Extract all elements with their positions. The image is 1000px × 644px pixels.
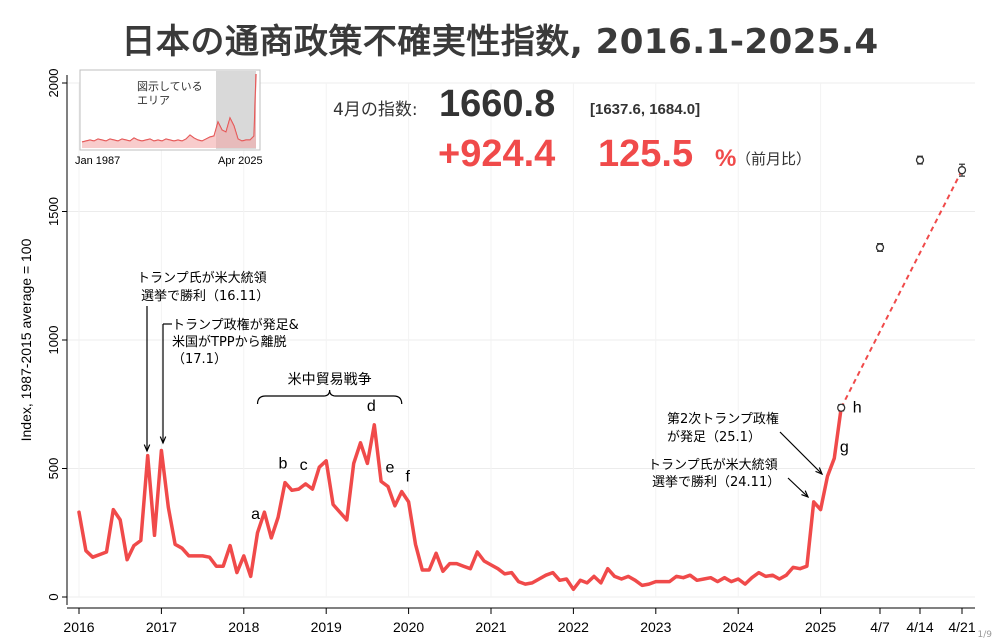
weekly-marker-4-14 (915, 155, 925, 165)
x-week-tick-label: 4/21 (948, 619, 975, 635)
y-tick-label: 2000 (46, 69, 61, 98)
h-point-marker (837, 403, 846, 412)
headline-ci: [1637.6, 1684.0] (590, 101, 700, 118)
x-tick-label: 2025 (805, 619, 836, 635)
event-letter-f: f (406, 469, 411, 486)
event-letter-e: e (386, 459, 395, 476)
inset-series-area (82, 74, 256, 148)
arrow-trump2-admin-shaft (779, 431, 823, 475)
event-letter-g: g (840, 439, 849, 456)
arrow-trump-win-2024-shaft (787, 477, 809, 498)
grid-lines (67, 82, 975, 598)
x-tick-label: 2017 (146, 619, 177, 635)
chart-title: 日本の通商政策不確実性指数, 2016.1-2025.4 (121, 22, 879, 62)
x-week-tick-label: 4/7 (870, 619, 890, 635)
inset-start-label: Jan 1987 (75, 155, 120, 167)
trade-war-label: 米中貿易戦争 (288, 372, 372, 388)
weekly-marker-4-21 (957, 163, 967, 177)
inset-end-label: Apr 2025 (218, 155, 263, 167)
event-letter-c: c (300, 457, 308, 474)
x-tick-label: 2021 (475, 619, 506, 635)
headline-pct-sign: % (715, 145, 736, 172)
axes: 0 500 1000 1500 2000 Index, 1987-2015 average… (18, 69, 976, 635)
y-axis-label: Index, 1987-2015 average = 100 (18, 238, 34, 441)
x-tick-label: 2018 (228, 619, 259, 635)
event-letter-b: b (279, 456, 288, 473)
annot-trump2-admin-line1: 第2次トランプ政権 (667, 411, 779, 427)
weekly-marker-4-7 (875, 243, 885, 252)
y-tick-label: 500 (46, 458, 61, 480)
arrow-trump-admin-2017-head (159, 436, 167, 445)
x-tick-label: 2024 (723, 619, 754, 635)
y-tick-label: 1500 (46, 197, 61, 226)
arrow-trump-win-2016-head (143, 444, 151, 453)
event-letter-d: d (367, 398, 376, 415)
headline-block: 4月の指数: 1660.8 [1637.6, 1684.0] +924.4 12… (333, 83, 811, 175)
weekly-point (957, 166, 967, 175)
annot-trump-win-2016-line2: 選挙で勝利（16.11） (141, 289, 269, 304)
inset-area-label-line1: 図示している (137, 80, 203, 93)
annotation-layer: ab cdefgh米中貿易戦争トランプ氏が米大統領選挙で勝利（16.11）トランプ… (137, 270, 862, 523)
annot-trump-admin-2017-line3: （17.1） (172, 352, 227, 367)
annot-trump-win-2016-line1: トランプ氏が米大統領 (137, 270, 267, 286)
weekly-point (875, 243, 885, 252)
weekly-point (837, 403, 846, 412)
arrow-trump2-admin-head (815, 467, 824, 476)
headline-pct: 125.5 (598, 133, 693, 175)
weekly-point (915, 155, 925, 165)
x-tick-label: 2020 (393, 619, 424, 635)
headline-label: 4月の指数: (333, 100, 418, 120)
headline-value: 1660.8 (439, 83, 555, 125)
event-letter-h: h (853, 400, 862, 417)
monthly-index-line (77, 405, 843, 592)
event-letter-a: a (251, 506, 260, 523)
y-tick-label: 0 (46, 593, 61, 600)
annot-trump-win-2024-line1: トランプ氏が米大統領 (648, 457, 778, 473)
x-tick-label: 2022 (558, 619, 589, 635)
x-tick-label: 2023 (640, 619, 671, 635)
projection-dashed-line (840, 169, 963, 409)
x-tick-label: 2019 (311, 619, 342, 635)
x-tick-label: 2016 (63, 619, 94, 635)
inset-area-label-line2: エリア (137, 94, 170, 107)
annot-trump-admin-2017-line1: トランプ政権が発足& (172, 317, 299, 333)
annot-trump-win-2024-line2: 選挙で勝利（24.11） (652, 475, 780, 490)
annot-trump-admin-2017-line2: 米国がTPPから離脱 (172, 335, 287, 350)
arrow-trump-win-2024-head (801, 490, 810, 499)
trade-war-bracket (256, 389, 403, 405)
inset-chart: 図示している エリア Jan 1987 Apr 2025 (75, 69, 263, 167)
headline-change: +924.4 (438, 133, 555, 175)
page-number: 1/9 (977, 630, 992, 640)
headline-pct-note: （前月比） (736, 150, 811, 168)
y-tick-label: 1000 (46, 326, 61, 355)
annot-trump2-admin-line2: が発足（25.1） (667, 430, 761, 445)
x-week-tick-label: 4/14 (906, 619, 933, 635)
series-layer (77, 155, 967, 592)
